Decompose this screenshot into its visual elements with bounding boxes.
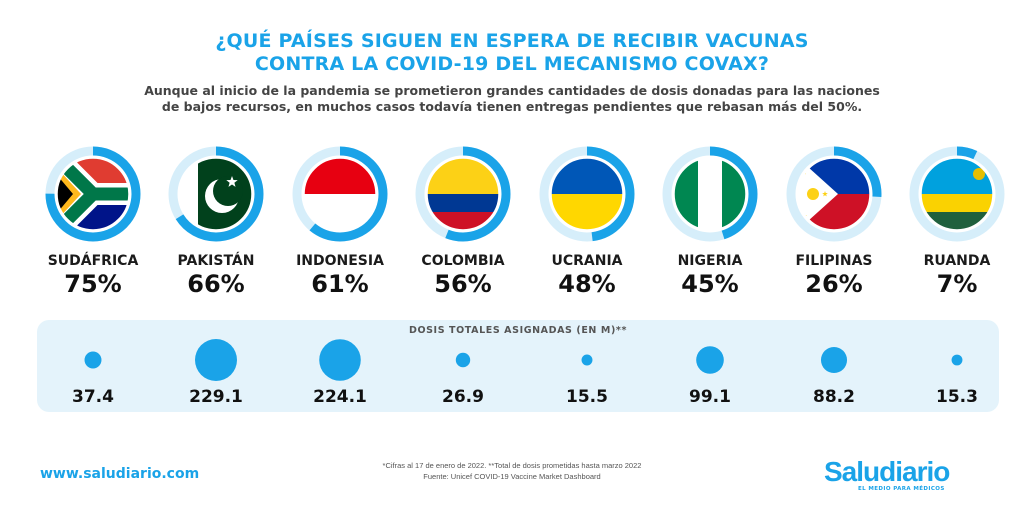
pending-percent-pakistan: 66%	[187, 270, 245, 298]
doses-panel-title: DOSIS TOTALES ASIGNADAS (EN M)**	[408, 325, 628, 336]
pending-percent-philippines: 26%	[805, 270, 863, 298]
pending-ring-philippines	[786, 146, 882, 242]
pending-percent-ukraine: 48%	[558, 270, 616, 298]
saludiario-logo: Saludiario	[824, 456, 950, 487]
pending-ring-nigeria	[662, 146, 758, 242]
dose-bubble-rwanda	[951, 354, 963, 366]
dose-value-south-africa: 37.4	[72, 387, 114, 407]
website-link[interactable]: www.saludiario.com	[40, 466, 200, 482]
country-label-colombia: COLOMBIA	[421, 253, 505, 269]
pending-percent-nigeria: 45%	[681, 270, 739, 298]
dose-bubble-philippines	[820, 346, 848, 374]
title-line-2: CONTRA LA COVID-19 DEL MECANISMO COVAX?	[254, 53, 770, 75]
dose-value-nigeria: 99.1	[689, 387, 731, 407]
pending-percent-south-africa: 75%	[64, 270, 122, 298]
dose-bubble-colombia	[455, 352, 471, 368]
pending-percent-rwanda: 7%	[936, 270, 978, 298]
pending-ring-south-africa	[45, 146, 141, 242]
pending-ring-ukraine	[539, 146, 635, 242]
title-line-1: ¿QUÉ PAÍSES SIGUEN EN ESPERA DE RECIBIR …	[215, 30, 809, 52]
country-label-south-africa: SUDÁFRICA	[47, 253, 139, 269]
dose-bubble-pakistan	[195, 339, 237, 381]
country-label-ukraine: UCRANIA	[551, 253, 623, 269]
flag-nigeria	[674, 158, 746, 230]
subtitle-line-2: de bajos recursos, en muchos casos todav…	[161, 99, 863, 114]
dose-bubble-south-africa	[84, 351, 102, 369]
dose-value-pakistan: 229.1	[189, 387, 243, 407]
dose-bubble-ukraine	[581, 354, 593, 366]
country-label-nigeria: NIGERIA	[677, 253, 743, 269]
subtitle-line-1: Aunque al inicio de la pandemia se prome…	[144, 83, 880, 98]
country-label-rwanda: RUANDA	[923, 253, 991, 269]
pending-percent-indonesia: 61%	[311, 270, 369, 298]
footnote-line-2: Fuente: Unicef COVID-19 Vaccine Market D…	[423, 472, 601, 481]
dose-value-philippines: 88.2	[813, 387, 855, 407]
footnote-line-1: *Cifras al 17 de enero de 2022. **Total …	[382, 461, 642, 470]
dose-bubble-indonesia	[319, 339, 361, 381]
pending-ring-rwanda	[909, 146, 1005, 242]
pending-ring-pakistan	[168, 146, 264, 242]
dose-bubble-nigeria	[696, 346, 724, 374]
pending-ring-indonesia	[292, 146, 388, 242]
dose-value-rwanda: 15.3	[936, 387, 978, 407]
country-label-indonesia: INDONESIA	[296, 253, 384, 269]
pending-ring-colombia	[415, 146, 511, 242]
country-label-philippines: FILIPINAS	[795, 253, 873, 269]
pending-percent-colombia: 56%	[434, 270, 492, 298]
logo-tagline: EL MEDIO PARA MÉDICOS	[858, 486, 945, 492]
dose-value-colombia: 26.9	[442, 387, 484, 407]
dose-value-indonesia: 224.1	[313, 387, 367, 407]
country-label-pakistan: PAKISTÁN	[177, 253, 255, 269]
dose-value-ukraine: 15.5	[566, 387, 608, 407]
